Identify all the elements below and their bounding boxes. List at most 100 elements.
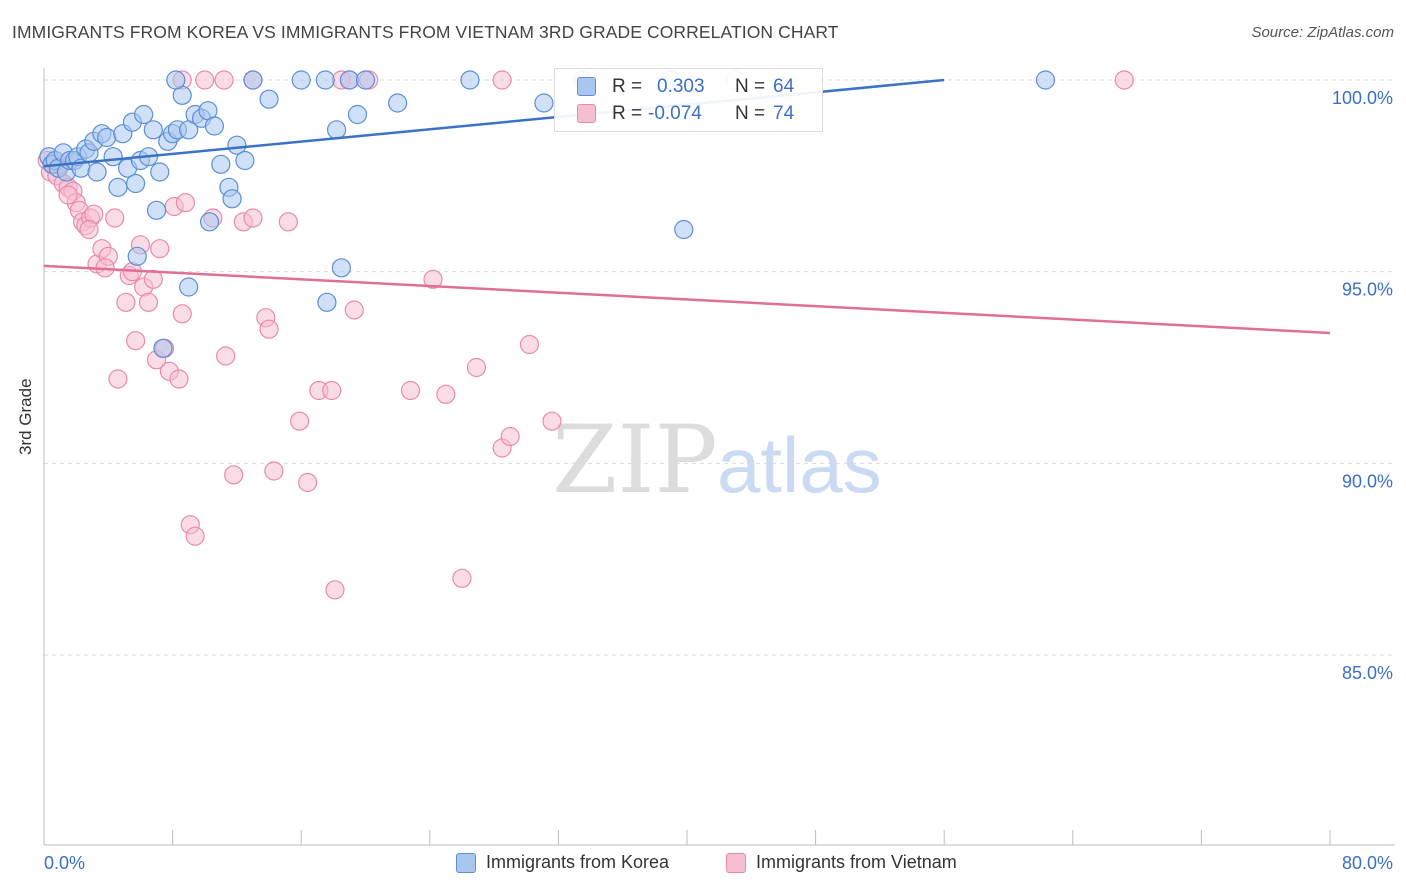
vietnam-point-22 bbox=[126, 331, 146, 351]
korea-point-48 bbox=[166, 70, 186, 90]
y-tick-labels: 85.0% 90.0% 95.0% 100.0% bbox=[1332, 88, 1393, 683]
legend-label-korea: Immigrants from Korea bbox=[486, 852, 670, 872]
vietnam-point-47 bbox=[289, 411, 310, 431]
vietnam-point-33 bbox=[172, 304, 192, 324]
korea-point-50 bbox=[199, 212, 220, 232]
vietnam-point-60 bbox=[500, 426, 520, 447]
korea-point-23 bbox=[134, 104, 154, 125]
korea-point-25 bbox=[143, 120, 163, 140]
y-tick-label-95: 95.0% bbox=[1342, 280, 1393, 300]
y-tick-label-90: 90.0% bbox=[1342, 471, 1393, 491]
y-tick-label-85: 85.0% bbox=[1342, 663, 1393, 683]
korea-point-63 bbox=[1035, 70, 1056, 90]
korea-point-56 bbox=[347, 104, 368, 125]
korea-point-45 bbox=[339, 70, 360, 90]
korea-point-13 bbox=[87, 162, 107, 182]
korea-point-46 bbox=[355, 70, 376, 90]
korea-point-49 bbox=[153, 338, 173, 358]
vietnam-point-50 bbox=[322, 380, 342, 401]
axes bbox=[43, 68, 1395, 846]
vietnam-point-56 bbox=[436, 384, 456, 404]
vietnam-point-58 bbox=[466, 357, 487, 378]
korea-point-41 bbox=[243, 70, 263, 90]
stats-n-value-korea: 64 bbox=[773, 76, 795, 97]
korea-point-54 bbox=[317, 292, 337, 312]
vietnam-point-71 bbox=[58, 185, 78, 205]
vietnam-point-34 bbox=[175, 193, 196, 213]
vietnam-point-57 bbox=[452, 568, 472, 588]
stats-r-label-korea: R = bbox=[612, 76, 643, 97]
vietnam-point-44 bbox=[259, 319, 279, 339]
korea-point-52 bbox=[127, 246, 147, 266]
legend-swatch-korea bbox=[456, 852, 476, 873]
vietnam-point-52 bbox=[344, 300, 364, 320]
stats-n-value-vietnam: 74 bbox=[773, 103, 795, 124]
korea-point-15 bbox=[97, 127, 117, 148]
korea-point-40 bbox=[235, 150, 255, 171]
vietnam-point-64 bbox=[214, 70, 234, 90]
vietnam-point-18 bbox=[108, 369, 128, 389]
watermark: ZIP atlas bbox=[552, 406, 882, 515]
korea-point-59 bbox=[674, 219, 694, 240]
vietnam-point-37 bbox=[195, 70, 215, 90]
legend-item-korea[interactable]: Immigrants from Korea bbox=[456, 852, 669, 873]
korea-point-36 bbox=[204, 116, 224, 136]
korea-point-53 bbox=[179, 277, 199, 297]
vietnam-point-42 bbox=[243, 208, 263, 228]
y-tick-label-100: 100.0% bbox=[1332, 88, 1393, 108]
stats-box: R = 0.303 N = 64 R = -0.074 N = 74 bbox=[554, 68, 823, 132]
korea-point-37 bbox=[211, 154, 231, 174]
vietnam-point-62 bbox=[542, 411, 562, 431]
korea-point-55 bbox=[331, 258, 351, 278]
chart-title: IMMIGRANTS FROM KOREA VS IMMIGRANTS FROM… bbox=[12, 22, 839, 42]
vietnam-point-40 bbox=[224, 465, 244, 485]
vietnam-point-28 bbox=[150, 239, 170, 259]
vietnam-point-17 bbox=[105, 208, 125, 228]
korea-point-17 bbox=[108, 177, 128, 197]
vietnam-point-72 bbox=[79, 219, 99, 240]
vietnam-point-25 bbox=[138, 292, 159, 312]
vietnam-point-55 bbox=[423, 269, 443, 289]
korea-point-58 bbox=[534, 93, 554, 113]
stats-swatch-vietnam bbox=[577, 104, 596, 123]
vietnam-point-19 bbox=[116, 292, 136, 312]
legend: Immigrants from Korea Immigrants from Vi… bbox=[0, 852, 1406, 878]
vietnam-point-70 bbox=[1114, 70, 1134, 90]
legend-swatch-vietnam bbox=[726, 852, 746, 873]
vietnam-point-26 bbox=[143, 269, 163, 289]
stats-n-label-korea: N = bbox=[735, 76, 766, 97]
vietnam-point-68 bbox=[492, 70, 512, 90]
x-tick-label-min: 0.0% bbox=[44, 853, 85, 873]
watermark-atlas: atlas bbox=[717, 421, 882, 509]
korea-point-62 bbox=[460, 70, 480, 90]
x-tick-label-max: 80.0% bbox=[1342, 853, 1393, 873]
source-credit: Source: ZipAtlas.com bbox=[1251, 24, 1394, 41]
stats-r-label-vietnam: R = bbox=[612, 103, 643, 124]
vietnam-point-36 bbox=[185, 526, 205, 546]
vietnam-trend-line bbox=[43, 264, 1331, 335]
stats-n-label-vietnam: N = bbox=[735, 103, 766, 124]
vietnam-point-32 bbox=[169, 369, 189, 389]
vietnam-point-48 bbox=[298, 472, 318, 493]
series-korea-points bbox=[39, 70, 1056, 358]
vietnam-point-51 bbox=[325, 580, 345, 600]
stats-r-value-vietnam: -0.074 bbox=[648, 103, 702, 124]
vietnam-point-54 bbox=[400, 380, 421, 401]
korea-point-26 bbox=[146, 200, 167, 220]
vietnam-point-46 bbox=[278, 212, 298, 232]
stats-r-value-korea: 0.303 bbox=[657, 76, 705, 97]
korea-point-39 bbox=[227, 135, 247, 155]
korea-point-21 bbox=[126, 173, 146, 194]
vietnam-point-45 bbox=[264, 461, 284, 481]
korea-point-47 bbox=[388, 93, 408, 113]
korea-point-57 bbox=[326, 120, 347, 140]
korea-point-42 bbox=[259, 89, 279, 109]
korea-point-44 bbox=[315, 70, 335, 90]
vietnam-point-61 bbox=[519, 334, 540, 355]
legend-item-vietnam[interactable]: Immigrants from Vietnam bbox=[726, 852, 957, 873]
legend-label-vietnam: Immigrants from Vietnam bbox=[756, 852, 957, 872]
watermark-zip: ZIP bbox=[552, 406, 718, 515]
korea-point-16 bbox=[103, 147, 123, 167]
stats-swatch-korea bbox=[577, 77, 596, 96]
